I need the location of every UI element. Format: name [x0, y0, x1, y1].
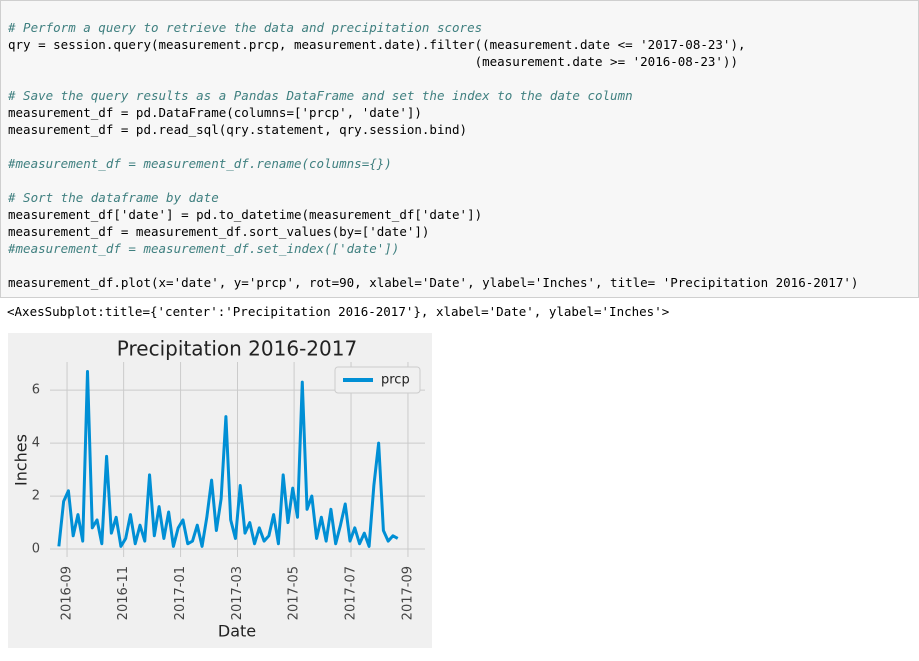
legend-box	[334, 366, 421, 394]
code-line: measurement_df = pd.DataFrame(columns=['…	[8, 105, 422, 120]
code-cell[interactable]: # Perform a query to retrieve the data a…	[0, 0, 919, 298]
code-line: #measurement_df = measurement_df.set_ind…	[8, 241, 400, 256]
data-line	[57, 370, 399, 548]
x-tick-label: 2017-07	[344, 566, 359, 620]
chart: Precipitation 2016-2017 Date Inches 0 2 4 6…	[8, 333, 432, 648]
y-axis-label: Inches	[12, 434, 31, 486]
y-tick-label: 4	[32, 436, 40, 451]
x-tick-label: 2017-09	[400, 566, 415, 620]
code-line: # Sort the dataframe by date	[8, 190, 219, 205]
y-tick-label: 0	[32, 542, 40, 557]
y-tick-label: 2	[32, 489, 40, 504]
code-line: #measurement_df = measurement_df.rename(…	[8, 156, 392, 171]
code-line: measurement_df.plot(x='date', y='prcp', …	[8, 275, 859, 290]
y-tick-label: 6	[32, 383, 40, 398]
x-axis-label: Date	[218, 622, 256, 641]
x-tick-label: 2016-11	[116, 566, 131, 620]
x-tick-label: 2016-09	[60, 566, 75, 620]
code-line: measurement_df['date'] = pd.to_datetime(…	[8, 207, 483, 222]
x-tick-label: 2017-03	[230, 566, 245, 620]
code-line: measurement_df = pd.read_sql(qry.stateme…	[8, 122, 468, 137]
x-tick-label: 2017-01	[173, 566, 188, 620]
legend-label: prcp	[381, 373, 410, 388]
cell-output: <AxesSubplot:title={'center':'Precipitat…	[7, 304, 670, 319]
code-line: (measurement.date >= '2016-08-23'))	[8, 54, 738, 69]
chart-title: Precipitation 2016-2017	[117, 337, 357, 361]
code-line: # Save the query results as a Pandas Dat…	[8, 88, 633, 103]
x-tick-label: 2017-05	[287, 566, 302, 620]
code-line: qry = session.query(measurement.prcp, me…	[8, 37, 746, 52]
code-line: measurement_df = measurement_df.sort_val…	[8, 224, 430, 239]
code-line: # Perform a query to retrieve the data a…	[8, 20, 483, 35]
